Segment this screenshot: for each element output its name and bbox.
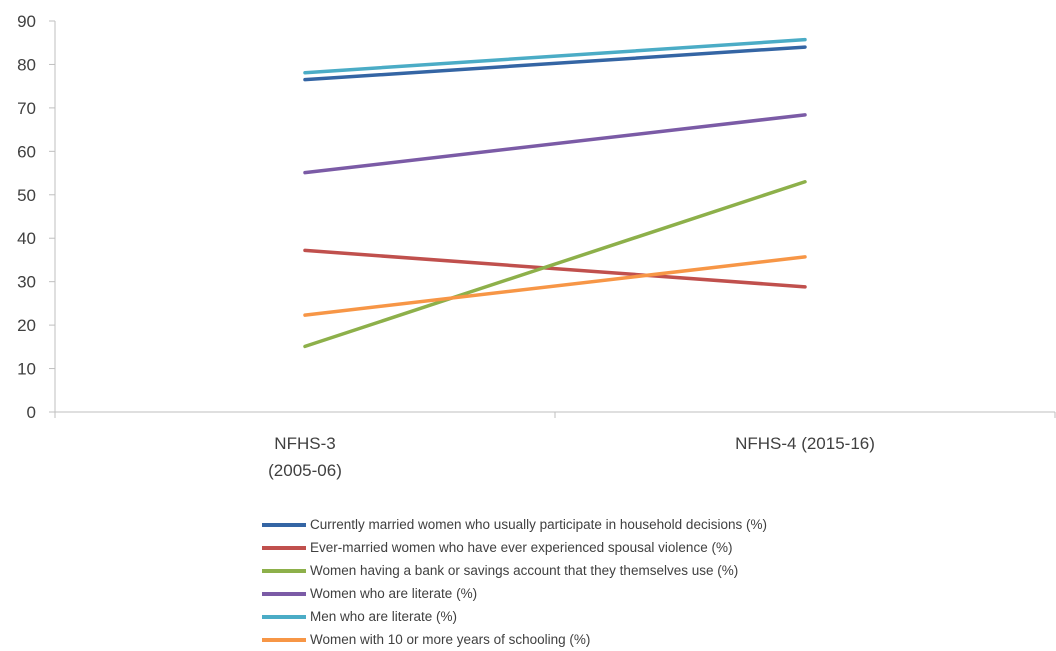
legend-label: Women who are literate (%) (310, 586, 478, 601)
series-lines (303, 37, 807, 349)
legend-swatch (262, 522, 306, 527)
series-line (303, 248, 807, 289)
y-tick-label: 60 (17, 142, 36, 161)
y-tick-label: 20 (17, 316, 36, 335)
series-line (303, 255, 807, 317)
chart-legend: Currently married women who usually part… (262, 513, 1042, 651)
y-tick-label: 10 (17, 360, 36, 379)
legend-swatch (262, 637, 306, 642)
y-tick-label: 40 (17, 229, 36, 248)
x-category-label: NFHS-4 (2015-16) (735, 434, 875, 453)
legend-swatch (262, 568, 306, 573)
y-tick-label: 30 (17, 273, 36, 292)
legend-label: Ever-married women who have ever experie… (310, 540, 733, 555)
legend-item: Ever-married women who have ever experie… (262, 536, 1042, 559)
legend-item: Women who are literate (%) (262, 582, 1042, 605)
legend-label: Currently married women who usually part… (310, 517, 767, 532)
legend-item: Currently married women who usually part… (262, 513, 1042, 536)
y-tick-label: 90 (17, 12, 36, 31)
legend-swatch (262, 545, 306, 550)
y-tick-label: 70 (17, 99, 36, 118)
y-tick-label: 50 (17, 186, 36, 205)
y-tick-label: 0 (27, 403, 36, 422)
y-axis-ticks: 0 10 20 30 40 50 60 70 80 90 (17, 12, 55, 422)
y-tick-label: 80 (17, 55, 36, 74)
legend-item: Men who are literate (%) (262, 605, 1042, 628)
legend-swatch (262, 614, 306, 619)
series-line (303, 179, 807, 349)
legend-swatch (262, 591, 306, 596)
series-line (303, 45, 807, 82)
chart-axes (54, 21, 1056, 418)
series-line (303, 37, 807, 75)
series-line (303, 113, 807, 175)
legend-item: Women with 10 or more years of schooling… (262, 628, 1042, 651)
x-axis-categories: NFHS-3 (2005-06) NFHS-4 (2015-16) (268, 434, 875, 480)
legend-label: Men who are literate (%) (310, 609, 458, 624)
x-category-label: NFHS-3 (2005-06) (268, 434, 342, 480)
legend-label: Women having a bank or savings account t… (310, 563, 739, 578)
legend-label: Women with 10 or more years of schooling… (310, 632, 591, 647)
legend-item: Women having a bank or savings account t… (262, 559, 1042, 582)
